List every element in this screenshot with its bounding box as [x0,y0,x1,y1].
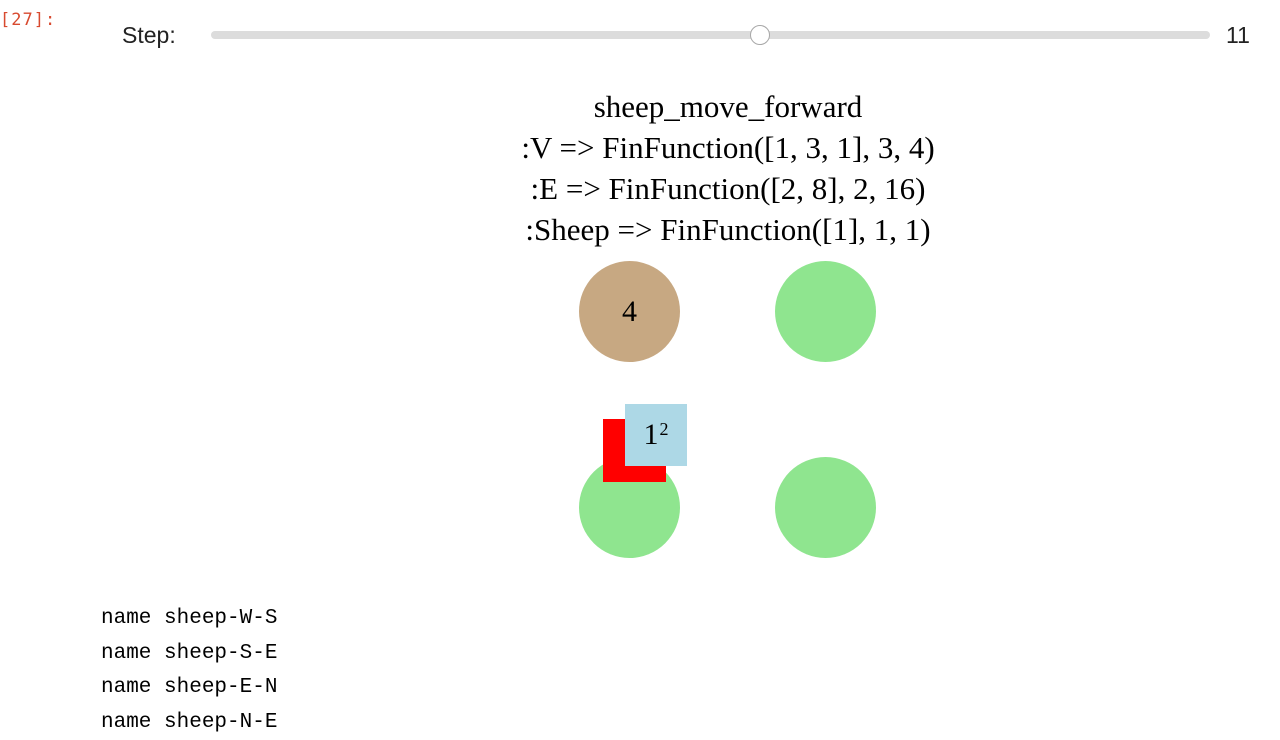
output-line: name sheep-N-E [101,706,277,740]
graph-node-green [775,457,876,558]
graph-title: sheep_move_forward :V => FinFunction([1,… [428,86,1028,250]
title-line: sheep_move_forward [428,86,1028,127]
output-line: name sheep-S-E [101,637,277,672]
title-line: :E => FinFunction([2, 8], 2, 16) [428,168,1028,209]
cell-prompt: [27]: [0,10,56,30]
slider-label: Step: [122,22,176,49]
title-line: :V => FinFunction([1, 3, 1], 3, 4) [428,127,1028,168]
output-line: name sheep-W-S [101,602,277,637]
slider-value: 11 [1226,22,1250,49]
graph-node-brown: 4 [579,261,680,362]
graph-node-green [775,261,876,362]
sheep-label-number: 1 [644,418,659,452]
slider-track[interactable] [211,31,1210,39]
title-line: :Sheep => FinFunction([1], 1, 1) [428,209,1028,250]
slider-handle[interactable] [750,25,770,45]
output-line: name sheep-E-N [101,671,277,706]
sheep-label-superscript: 2 [660,419,669,440]
